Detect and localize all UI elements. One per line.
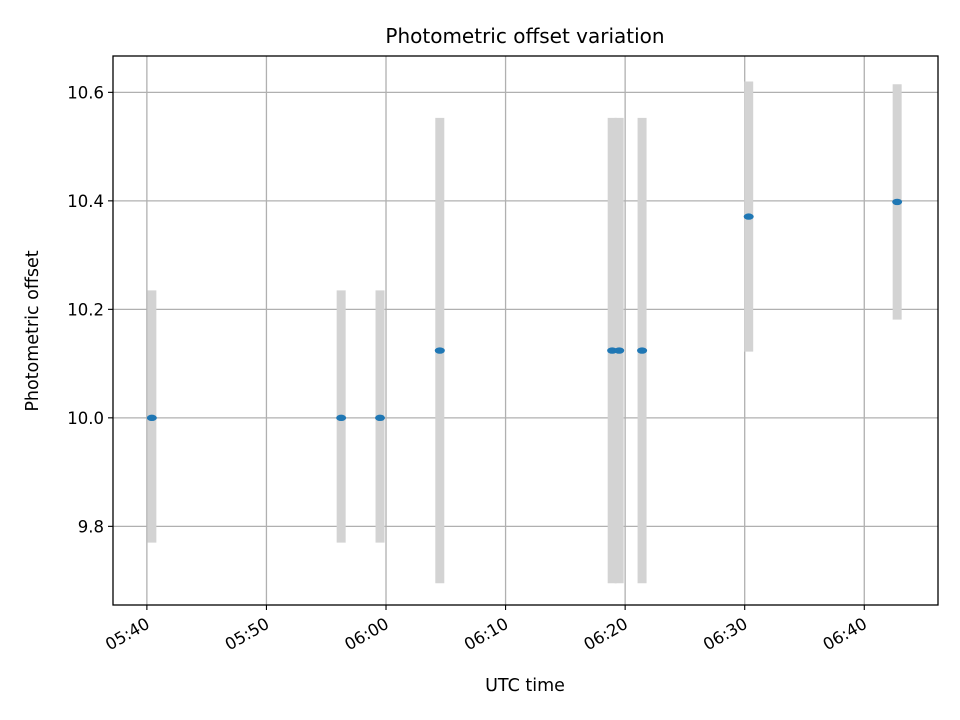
x-tick-label: 06:40 [820,614,871,654]
y-tick-label: 10.4 [67,192,104,211]
grid [113,56,938,605]
y-tick-label: 10.6 [67,83,104,102]
y-axis-ticks: 9.8 10.0 10.2 10.4 10.6 [67,83,113,536]
data-point [375,414,386,422]
x-tick-label: 05:50 [222,614,273,654]
y-axis-label: Photometric offset [23,250,43,411]
x-tick-label: 06:30 [700,614,751,654]
x-tick-label: 06:00 [341,614,392,654]
data-point [146,414,157,422]
x-tick-label: 05:40 [102,614,153,654]
data-point [336,414,347,422]
data-point [637,347,648,354]
y-tick-label: 10.2 [67,300,104,319]
x-tick-label: 06:20 [580,614,631,654]
data-point [743,213,754,220]
x-tick-label: 06:10 [461,614,512,654]
y-tick-label: 10.0 [67,409,104,428]
plot-area-frame [112,55,939,606]
data-point [607,347,618,354]
data-point [434,347,445,354]
x-axis-ticks: 05:40 05:50 06:00 06:10 06:20 06:30 06:40 [102,605,870,654]
data-point [892,198,903,206]
data-point [614,347,625,354]
chart-title: Photometric offset variation [385,24,664,48]
data-points [146,198,903,422]
error-bars [147,81,902,584]
x-axis-label: UTC time [485,676,565,696]
y-tick-label: 9.8 [78,517,104,536]
